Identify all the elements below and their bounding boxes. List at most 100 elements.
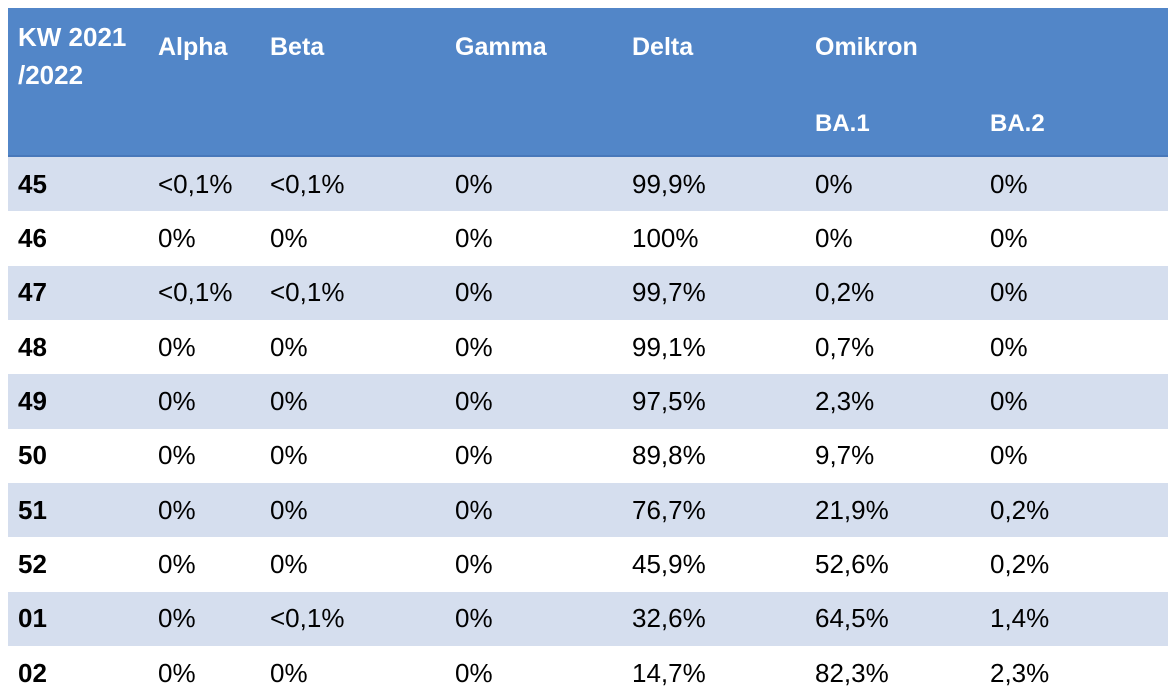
table-cell-gamma: 0% [455, 168, 493, 199]
column-header-gamma-label: Gamma [455, 33, 547, 61]
table-cell-gamma: 0% [455, 494, 493, 525]
week-label: 46 [18, 223, 47, 254]
column-header-beta-label: Beta [270, 33, 325, 61]
table-cell-gamma: 0% [455, 331, 493, 362]
column-header-beta: Beta [260, 8, 445, 155]
week-header-label: KW 2021 /2022 [18, 18, 126, 94]
column-header-omikron-ba1: Omikron BA.1 [805, 8, 980, 155]
column-header-week: KW 2021 /2022 [8, 8, 148, 155]
table-cell-ba2: 0% [990, 386, 1028, 417]
week-label: 47 [18, 277, 47, 308]
table-cell-ba1: 52,6% [815, 549, 889, 580]
table-cell-gamma: 0% [455, 549, 493, 580]
table-cell-delta: 97,5% [632, 386, 706, 417]
table-cell-ba1: 2,3% [815, 386, 875, 417]
table-cell-beta: 0% [270, 657, 308, 688]
table-cell-alpha: <0,1% [158, 168, 233, 199]
week-header-line2: /2022 [18, 60, 84, 90]
table-row-kw02: 02 0% 0% 0% 14,7% 82,3% 2,3% [8, 646, 1168, 699]
table-cell-delta: 99,9% [632, 168, 706, 199]
week-label: 02 [18, 657, 47, 688]
table-cell-alpha: 0% [158, 331, 196, 362]
table-cell-alpha: 0% [158, 386, 196, 417]
table-row-kw49: 49 0% 0% 0% 97,5% 2,3% 0% [8, 374, 1168, 429]
table-row-kw47: 47 <0,1% <0,1% 0% 99,7% 0,2% 0% [8, 265, 1168, 321]
week-label: 48 [18, 331, 47, 362]
table-cell-beta: 0% [270, 223, 308, 254]
table-cell-alpha: <0,1% [158, 277, 233, 308]
table-cell-ba2: 0% [990, 168, 1028, 199]
table-cell-beta: <0,1% [270, 603, 345, 634]
table-cell-ba1: 9,7% [815, 440, 875, 471]
week-label: 50 [18, 440, 47, 471]
table-cell-delta: 100% [632, 223, 699, 254]
subcolumn-header-ba1-label: BA.1 [815, 110, 870, 137]
table-cell-ba1: 21,9% [815, 494, 889, 525]
week-header-line1: KW 2021 [18, 22, 127, 52]
table-cell-gamma: 0% [455, 386, 493, 417]
table-cell-delta: 32,6% [632, 603, 706, 634]
table-cell-beta: 0% [270, 494, 308, 525]
column-header-alpha-label: Alpha [158, 33, 228, 61]
table-cell-delta: 89,8% [632, 440, 706, 471]
table-cell-ba2: 0,2% [990, 549, 1050, 580]
table-cell-alpha: 0% [158, 603, 196, 634]
week-label: 49 [18, 386, 47, 417]
column-header-alpha: Alpha [148, 8, 260, 155]
table-row-kw50: 50 0% 0% 0% 89,8% 9,7% 0% [8, 428, 1168, 484]
table-cell-ba1: 0% [815, 223, 853, 254]
table-cell-delta: 14,7% [632, 657, 706, 688]
table-cell-ba2: 0% [990, 331, 1028, 362]
table-cell-alpha: 0% [158, 223, 196, 254]
week-label: 01 [18, 603, 47, 634]
table-cell-delta: 45,9% [632, 549, 706, 580]
table-row-kw48: 48 0% 0% 0% 99,1% 0,7% 0% [8, 320, 1168, 375]
table-cell-alpha: 0% [158, 440, 196, 471]
table-row-kw52: 52 0% 0% 0% 45,9% 52,6% 0,2% [8, 537, 1168, 592]
table-row-kw45: 45 <0,1% <0,1% 0% 99,9% 0% 0% [8, 157, 1168, 212]
table-cell-ba1: 82,3% [815, 657, 889, 688]
table-cell-beta: 0% [270, 440, 308, 471]
table-cell-gamma: 0% [455, 603, 493, 634]
table-row-kw01: 01 0% <0,1% 0% 32,6% 64,5% 1,4% [8, 591, 1168, 647]
table-cell-ba1: 0,2% [815, 277, 875, 308]
subcolumn-header-ba2-label: BA.2 [990, 110, 1045, 137]
table-cell-beta: <0,1% [270, 168, 345, 199]
table-cell-beta: 0% [270, 386, 308, 417]
table-cell-ba1: 0,7% [815, 331, 875, 362]
table-cell-beta: 0% [270, 331, 308, 362]
week-label: 52 [18, 549, 47, 580]
table-cell-gamma: 0% [455, 223, 493, 254]
column-header-omikron-label: Omikron [815, 33, 918, 61]
table-cell-ba1: 64,5% [815, 603, 889, 634]
week-label: 51 [18, 494, 47, 525]
column-header-delta: Delta [622, 8, 805, 155]
table-cell-alpha: 0% [158, 494, 196, 525]
table-cell-delta: 99,7% [632, 277, 706, 308]
table-cell-ba2: 0% [990, 440, 1028, 471]
table-row-kw46: 46 0% 0% 0% 100% 0% 0% [8, 211, 1168, 266]
table-cell-alpha: 0% [158, 549, 196, 580]
table-cell-gamma: 0% [455, 277, 493, 308]
table-cell-beta: 0% [270, 549, 308, 580]
table-header-row: KW 2021 /2022 Alpha Beta Gamma Delta Omi… [8, 8, 1168, 157]
table-cell-ba2: 0% [990, 223, 1028, 254]
table-cell-ba2: 0,2% [990, 494, 1050, 525]
table-cell-ba1: 0% [815, 168, 853, 199]
table-cell-ba2: 2,3% [990, 657, 1050, 688]
table-cell-beta: <0,1% [270, 277, 345, 308]
table-cell-delta: 76,7% [632, 494, 706, 525]
table-cell-ba2: 0% [990, 277, 1028, 308]
table-cell-delta: 99,1% [632, 331, 706, 362]
table-row-kw51: 51 0% 0% 0% 76,7% 21,9% 0,2% [8, 483, 1168, 538]
week-label: 45 [18, 168, 47, 199]
column-header-omikron-ba2: BA.2 [980, 8, 1168, 155]
table-cell-gamma: 0% [455, 657, 493, 688]
column-header-gamma: Gamma [445, 8, 622, 155]
table-cell-alpha: 0% [158, 657, 196, 688]
table-cell-ba2: 1,4% [990, 603, 1050, 634]
variant-share-table: KW 2021 /2022 Alpha Beta Gamma Delta Omi… [8, 8, 1168, 699]
column-header-delta-label: Delta [632, 33, 694, 61]
table-body: 45 <0,1% <0,1% 0% 99,9% 0% 0% 46 0% 0% 0… [8, 157, 1168, 699]
